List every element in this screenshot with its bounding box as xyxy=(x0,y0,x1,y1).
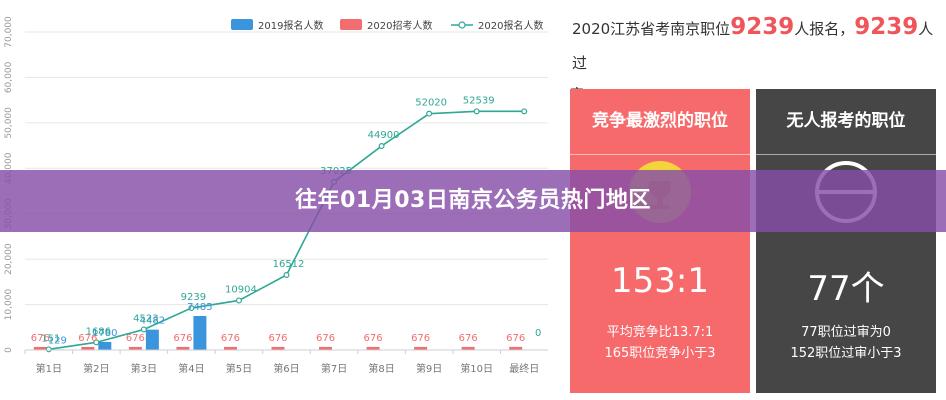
line-point xyxy=(93,339,100,346)
label-2019-registration: 1780 xyxy=(92,328,117,339)
headline-text: 2020江苏省考南京职位9239人报名，9239人过 审 xyxy=(570,10,934,110)
label-2020-registration: 52539 xyxy=(463,95,495,106)
card-left-line2: 165职位竞争小于3 xyxy=(604,346,716,361)
card-left-big: 153:1 xyxy=(611,261,709,301)
bar-2020-recruit xyxy=(461,346,475,350)
bar-2019-registration xyxy=(145,329,159,350)
y-tick-label: 70,000 xyxy=(4,16,14,48)
line-point xyxy=(426,110,433,117)
bar-2020-recruit xyxy=(414,346,428,350)
headline-mid: 人报名， xyxy=(794,20,855,38)
line-point xyxy=(283,271,290,278)
line-point xyxy=(473,108,480,115)
headline-num1: 9239 xyxy=(730,14,795,40)
label-2020-recruit: 676 xyxy=(173,333,192,344)
legend-swatch-point xyxy=(458,21,466,29)
label-2020-recruit: 676 xyxy=(364,333,383,344)
x-tick-label: 第7日 xyxy=(321,362,347,375)
line-point xyxy=(235,297,242,304)
label-2020-registration: 1686 xyxy=(86,326,111,337)
label-2020-recruit: 676 xyxy=(31,333,50,344)
y-tick-label: 60,000 xyxy=(4,61,14,93)
label-2020-recruit: 676 xyxy=(506,333,525,344)
bar-2020-recruit xyxy=(33,346,47,350)
bar-2020-recruit xyxy=(223,346,237,350)
bar-2020-recruit xyxy=(176,346,190,350)
legend-label: 2020招考人数 xyxy=(367,19,432,32)
card-most-competitive: 竞争最激烈的职位 153:1 平均竞争比13.7:1 165职位竞争小于3 xyxy=(570,89,750,393)
label-2020-registration: 9239 xyxy=(181,292,206,303)
y-tick-label: 50,000 xyxy=(4,107,14,139)
label-2020-registration: 16512 xyxy=(273,259,305,270)
legend-swatch xyxy=(340,19,362,30)
line-point xyxy=(188,305,195,312)
x-tick-label: 第5日 xyxy=(226,362,252,375)
card-left-line1: 平均竞争比13.7:1 xyxy=(606,325,714,340)
label-2020-recruit: 676 xyxy=(411,333,430,344)
x-tick-label: 第4日 xyxy=(178,362,204,375)
line-point xyxy=(521,108,528,115)
line-point xyxy=(45,346,52,353)
x-tick-label: 第8日 xyxy=(368,362,394,375)
bar-2020-recruit xyxy=(509,346,523,350)
bar-2019-registration xyxy=(193,315,207,350)
y-tick-label: 10,000 xyxy=(4,289,14,321)
x-tick-label: 第1日 xyxy=(36,362,62,375)
x-tick-label: 第3日 xyxy=(131,362,157,375)
chart-legend: 2019报名人数 2020招考人数 2020报名人数 xyxy=(231,19,543,32)
bar-2020-recruit xyxy=(271,346,285,350)
bar-2020-recruit xyxy=(128,346,142,350)
headline-num2: 9239 xyxy=(854,14,919,40)
bar-2020-recruit xyxy=(81,346,95,350)
card-left-title: 竞争最激烈的职位 xyxy=(570,89,750,155)
label-2020-registration: 4523 xyxy=(133,313,158,324)
x-tick-label: 第10日 xyxy=(460,362,493,375)
label-2020-recruit: 676 xyxy=(459,333,478,344)
card-right-title: 无人报考的职位 xyxy=(756,89,936,155)
y-tick-label: 20,000 xyxy=(4,243,14,275)
label-2019-registration: 129 xyxy=(48,335,67,346)
line-point xyxy=(378,143,385,150)
label-2020-registration: 0 xyxy=(535,328,541,339)
bar-2020-recruit xyxy=(366,346,380,350)
headline-pre: 2020江苏省考南京职位 xyxy=(572,20,731,38)
page-title-banner: 往年01月03日南京公务员热门地区 xyxy=(0,170,946,232)
label-2019-registration: 7485 xyxy=(187,302,212,313)
label-2019-registration: 4482 xyxy=(140,316,165,327)
label-2020-registration: 151 xyxy=(41,333,60,344)
legend-label: 2020报名人数 xyxy=(478,19,543,32)
label-2020-recruit: 676 xyxy=(268,333,287,344)
card-right-line2: 152职位过审小于3 xyxy=(790,346,902,361)
x-axis: 第1日 第2日 第3日 第4日 第5日 第6日 第7日 第8日 第9日 第10日 最终日 xyxy=(24,349,548,375)
label-2020-recruit: 676 xyxy=(126,333,145,344)
line-point xyxy=(140,326,147,333)
y-tick-label: 40,000 xyxy=(4,152,14,184)
label-2020-recruit: 676 xyxy=(316,333,335,344)
headline-post: 人过 xyxy=(572,20,934,72)
x-tick-label: 第6日 xyxy=(273,362,299,375)
label-2020-registration: 44900 xyxy=(368,130,400,141)
y-tick-label: 0 xyxy=(4,347,14,353)
bar-2019-registration xyxy=(98,341,112,350)
x-tick-label: 第2日 xyxy=(83,362,109,375)
bar-2020-recruit xyxy=(319,346,333,350)
x-tick-label: 第9日 xyxy=(416,362,442,375)
label-2020-recruit: 676 xyxy=(78,333,97,344)
x-tick-label: 最终日 xyxy=(509,362,539,375)
label-2020-registration: 10904 xyxy=(225,284,257,295)
card-right-line1: 77职位过审为0 xyxy=(801,325,891,340)
legend-label: 2019报名人数 xyxy=(258,19,323,32)
label-2020-registration: 52020 xyxy=(415,98,447,109)
card-no-applicants: 无人报考的职位 77个 77职位过审为0 152职位过审小于3 xyxy=(756,89,936,393)
registration-chart: 010,00020,00030,00040,00050,00060,00070,… xyxy=(4,16,548,375)
card-right-big: 77个 xyxy=(807,269,885,309)
label-2020-recruit: 676 xyxy=(221,333,240,344)
legend-swatch xyxy=(231,19,253,30)
